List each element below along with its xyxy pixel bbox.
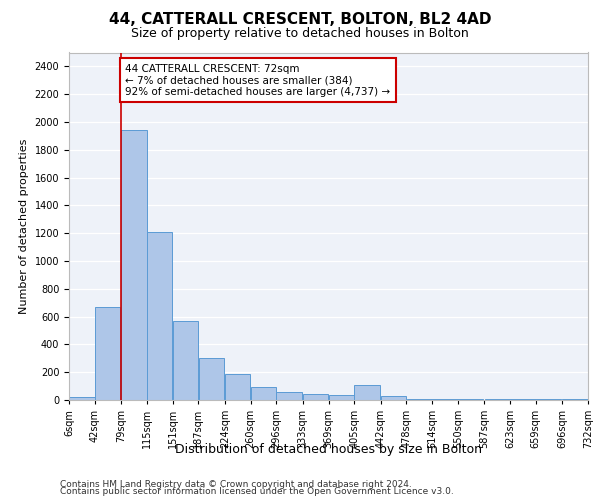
Bar [95,307,120,400]
Bar [199,358,224,400]
Bar [121,130,147,400]
Bar [381,396,406,400]
Bar [277,392,302,400]
Bar [173,321,198,400]
Text: Contains public sector information licensed under the Open Government Licence v3: Contains public sector information licen… [60,487,454,496]
Bar [225,374,250,400]
Bar [147,232,172,400]
Text: Distribution of detached houses by size in Bolton: Distribution of detached houses by size … [175,442,482,456]
Bar [69,398,95,400]
Text: Contains HM Land Registry data © Crown copyright and database right 2024.: Contains HM Land Registry data © Crown c… [60,480,412,489]
Bar [329,395,354,400]
Bar [407,399,432,400]
Text: 44, CATTERALL CRESCENT, BOLTON, BL2 4AD: 44, CATTERALL CRESCENT, BOLTON, BL2 4AD [109,12,491,28]
Text: 44 CATTERALL CRESCENT: 72sqm
← 7% of detached houses are smaller (384)
92% of se: 44 CATTERALL CRESCENT: 72sqm ← 7% of det… [125,64,391,97]
Bar [251,388,276,400]
Text: Size of property relative to detached houses in Bolton: Size of property relative to detached ho… [131,28,469,40]
Bar [303,394,328,400]
Bar [355,386,380,400]
Y-axis label: Number of detached properties: Number of detached properties [19,138,29,314]
